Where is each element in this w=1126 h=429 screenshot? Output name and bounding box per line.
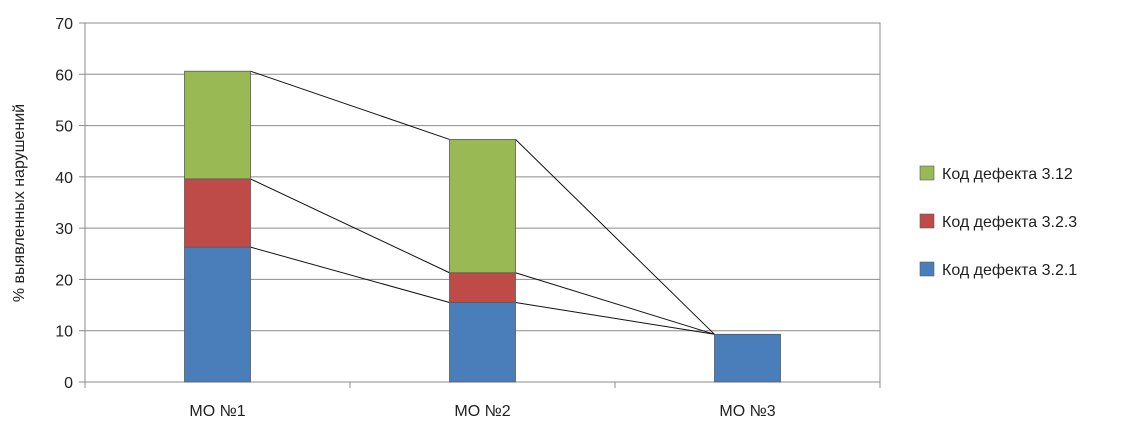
y-tick-label: 10 xyxy=(55,324,73,341)
x-category-labels: МО №1 МО №2 МО №3 xyxy=(189,403,775,420)
series-connector-line xyxy=(515,272,715,335)
series-connector-line xyxy=(515,302,715,335)
y-tick-label: 50 xyxy=(55,119,73,136)
bar-segment xyxy=(184,70,251,180)
legend-swatch xyxy=(919,261,935,277)
legend-entry: Код дефекта 3.2.1 xyxy=(942,262,1077,279)
legend-entry: Код дефекта 3.2.3 xyxy=(942,214,1077,231)
y-tick-label: 30 xyxy=(55,221,73,238)
legend-swatch xyxy=(919,213,935,229)
bar-segment xyxy=(449,139,516,274)
series-connector-line xyxy=(515,139,715,335)
bar-segment xyxy=(449,302,516,383)
y-tick-label: 60 xyxy=(55,67,73,84)
bar-segment xyxy=(184,246,251,383)
y-axis-label: % выявленных нарушений xyxy=(11,104,28,302)
bars xyxy=(184,70,781,383)
legend-entry: Код дефекта 3.12 xyxy=(942,166,1073,183)
y-tick-label: 40 xyxy=(55,170,73,187)
y-tick-label: 0 xyxy=(64,375,73,392)
y-tick-label: 20 xyxy=(55,272,73,289)
legend-swatch xyxy=(919,165,935,181)
series-connector-line xyxy=(250,178,450,274)
series-connector-line xyxy=(250,246,450,303)
x-category-label: МО №1 xyxy=(189,403,245,420)
x-category-label: МО №3 xyxy=(719,403,775,420)
bar-segment xyxy=(184,178,251,248)
legend: Код дефекта 3.12 Код дефекта 3.2.3 Код деф… xyxy=(919,165,1077,279)
bar-segment xyxy=(714,333,781,383)
x-category-label: МО №2 xyxy=(454,403,510,420)
bar-segment xyxy=(449,272,516,303)
y-tick-labels: 0 10 20 30 40 50 60 70 xyxy=(55,16,73,392)
series-connector-line xyxy=(250,70,450,140)
connector-lines xyxy=(250,70,715,335)
y-tick-label: 70 xyxy=(55,16,73,33)
